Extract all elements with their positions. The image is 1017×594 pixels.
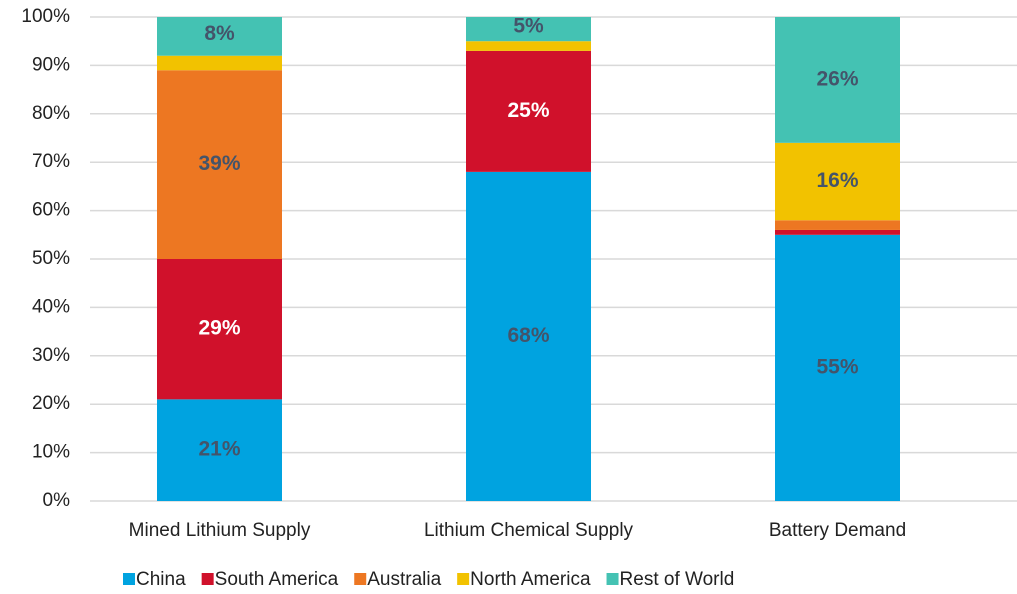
- bar-segment: [157, 70, 282, 260]
- legend-swatch: [457, 573, 470, 585]
- y-tick-label: 20%: [32, 393, 70, 414]
- y-tick-label: 50%: [32, 248, 70, 269]
- bar-segment: [157, 259, 282, 400]
- value-label: 26%: [816, 67, 858, 90]
- y-tick-label: 40%: [32, 296, 70, 317]
- legend-label: Rest of World: [620, 569, 735, 590]
- value-label: 25%: [507, 99, 549, 122]
- bar-segment: [775, 17, 900, 143]
- x-tick-label: Battery Demand: [769, 520, 906, 541]
- y-tick-label: 80%: [32, 103, 70, 124]
- legend-label: Australia: [367, 569, 441, 590]
- bar-segment: [466, 50, 591, 172]
- legend-swatch: [123, 573, 135, 585]
- value-label: 29%: [198, 317, 240, 340]
- y-tick-label: 0%: [43, 490, 71, 511]
- x-tick-label: Lithium Chemical Supply: [424, 520, 634, 541]
- y-tick-label: 10%: [32, 442, 70, 463]
- y-tick-label: 70%: [32, 151, 70, 172]
- legend-swatch: [201, 573, 214, 585]
- bar-segment: [775, 229, 900, 235]
- bar-segment: [775, 142, 900, 221]
- legend-label: North America: [470, 569, 591, 590]
- bar-segment: [157, 17, 282, 56]
- legend-label: China: [136, 569, 186, 590]
- legend-label: South America: [215, 569, 339, 590]
- bar-segment: [775, 220, 900, 230]
- y-tick-label: 60%: [32, 200, 70, 221]
- legend-swatch: [606, 573, 619, 585]
- value-label: 55%: [816, 355, 858, 378]
- value-label: 39%: [198, 152, 240, 175]
- bar-segment: [466, 17, 591, 42]
- bar-segment: [775, 234, 900, 502]
- value-label: 8%: [204, 22, 235, 45]
- value-label: 68%: [507, 324, 549, 347]
- value-label: 21%: [198, 438, 240, 461]
- bar-segment: [157, 399, 282, 501]
- y-tick-label: 100%: [21, 6, 70, 27]
- value-label: 5%: [513, 15, 544, 38]
- bar-segment: [157, 55, 282, 71]
- y-tick-label: 90%: [32, 54, 70, 75]
- legend-swatch: [354, 573, 367, 585]
- bar-segment: [466, 171, 591, 501]
- bar-segment: [466, 41, 591, 51]
- y-tick-label: 30%: [32, 345, 70, 366]
- x-tick-label: Mined Lithium Supply: [129, 520, 311, 541]
- value-label: 16%: [816, 169, 858, 192]
